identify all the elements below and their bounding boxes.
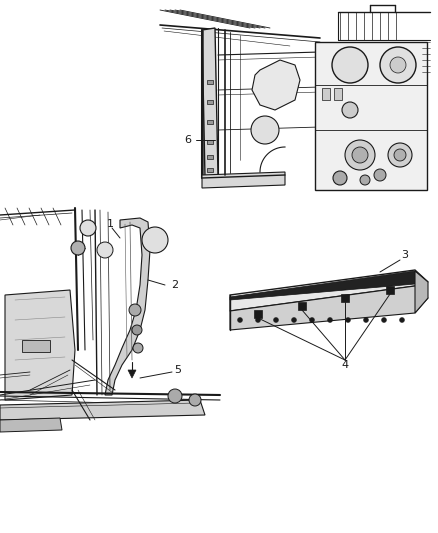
Bar bbox=[207, 140, 213, 144]
Circle shape bbox=[129, 304, 141, 316]
Bar bbox=[0, 205, 438, 500]
Circle shape bbox=[380, 47, 416, 83]
Polygon shape bbox=[230, 271, 428, 300]
Circle shape bbox=[273, 318, 279, 322]
Circle shape bbox=[333, 171, 347, 185]
Circle shape bbox=[332, 47, 368, 83]
Text: 4: 4 bbox=[342, 360, 349, 370]
Bar bbox=[207, 168, 213, 172]
Polygon shape bbox=[5, 290, 75, 400]
Text: 6: 6 bbox=[184, 135, 191, 145]
Circle shape bbox=[346, 318, 350, 322]
Circle shape bbox=[255, 318, 261, 322]
Circle shape bbox=[328, 318, 332, 322]
Bar bbox=[322, 88, 330, 100]
Bar bbox=[207, 80, 213, 84]
Circle shape bbox=[80, 220, 96, 236]
Bar bbox=[386, 286, 394, 294]
Circle shape bbox=[251, 116, 279, 144]
Circle shape bbox=[168, 389, 182, 403]
Circle shape bbox=[399, 318, 405, 322]
Text: 1: 1 bbox=[106, 219, 113, 229]
Polygon shape bbox=[230, 286, 428, 330]
Circle shape bbox=[292, 318, 297, 322]
Circle shape bbox=[133, 343, 143, 353]
Circle shape bbox=[189, 394, 201, 406]
Polygon shape bbox=[230, 270, 428, 311]
Bar bbox=[334, 88, 342, 100]
Polygon shape bbox=[202, 28, 218, 178]
Bar bbox=[254, 310, 262, 318]
Polygon shape bbox=[252, 60, 300, 110]
Circle shape bbox=[97, 242, 113, 258]
Bar bbox=[315, 42, 427, 190]
Circle shape bbox=[342, 102, 358, 118]
Bar bbox=[158, 5, 430, 200]
Circle shape bbox=[364, 318, 368, 322]
Bar bbox=[341, 294, 349, 302]
Bar bbox=[207, 120, 213, 124]
Circle shape bbox=[390, 57, 406, 73]
Circle shape bbox=[381, 318, 386, 322]
Bar bbox=[22, 340, 50, 352]
Circle shape bbox=[132, 325, 142, 335]
Text: 5: 5 bbox=[174, 365, 181, 375]
Text: 3: 3 bbox=[402, 250, 409, 260]
Circle shape bbox=[388, 143, 412, 167]
Polygon shape bbox=[128, 370, 136, 378]
Bar bbox=[207, 155, 213, 159]
Polygon shape bbox=[105, 218, 150, 395]
Text: 2: 2 bbox=[171, 280, 179, 290]
Bar bbox=[298, 302, 306, 310]
Circle shape bbox=[394, 149, 406, 161]
Circle shape bbox=[345, 140, 375, 170]
Circle shape bbox=[71, 241, 85, 255]
Circle shape bbox=[237, 318, 243, 322]
Polygon shape bbox=[0, 418, 62, 432]
Circle shape bbox=[374, 169, 386, 181]
Circle shape bbox=[360, 175, 370, 185]
Circle shape bbox=[352, 147, 368, 163]
Polygon shape bbox=[415, 271, 428, 313]
Polygon shape bbox=[0, 400, 205, 420]
Circle shape bbox=[142, 227, 168, 253]
Circle shape bbox=[310, 318, 314, 322]
Polygon shape bbox=[202, 172, 285, 188]
Bar bbox=[207, 100, 213, 104]
